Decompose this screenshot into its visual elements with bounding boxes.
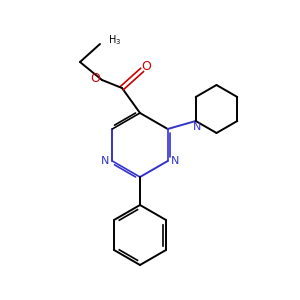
Text: O: O <box>141 59 151 73</box>
Text: H$_3$: H$_3$ <box>108 33 121 47</box>
Text: N: N <box>101 156 110 166</box>
Text: N: N <box>193 122 201 132</box>
Text: N: N <box>170 156 179 166</box>
Text: O: O <box>90 71 100 85</box>
